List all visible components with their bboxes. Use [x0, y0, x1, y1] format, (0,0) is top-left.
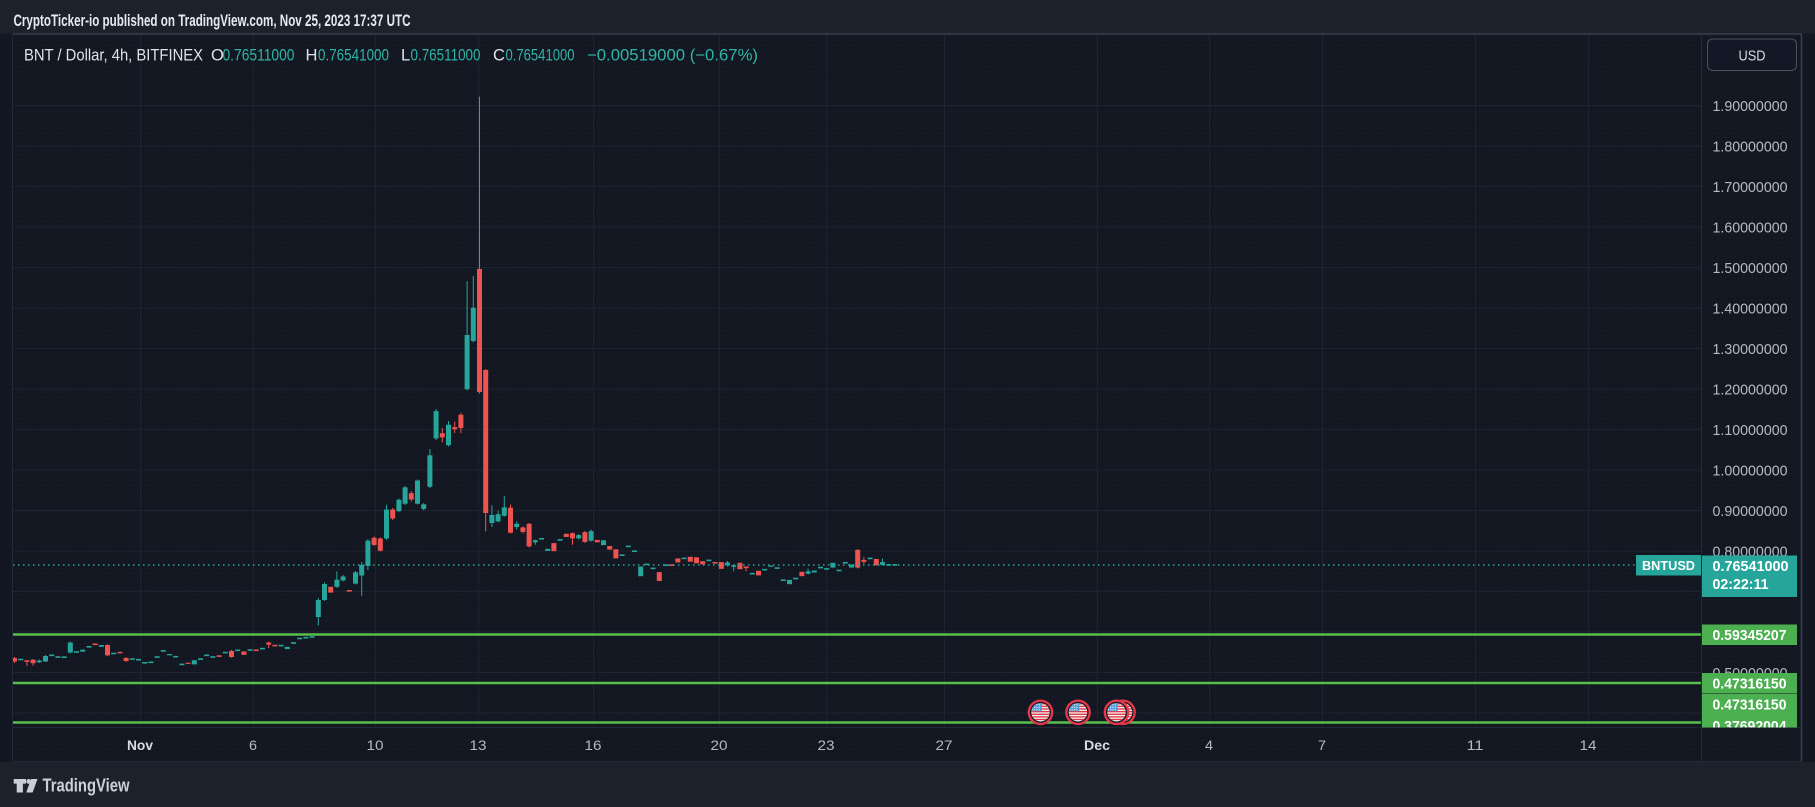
- svg-text:1.30000000: 1.30000000: [1713, 341, 1788, 358]
- svg-text:4: 4: [1205, 737, 1213, 753]
- svg-text:23: 23: [818, 737, 835, 753]
- svg-text:1.60000000: 1.60000000: [1713, 220, 1788, 237]
- svg-text:USD: USD: [1739, 49, 1766, 65]
- svg-text:1.10000000: 1.10000000: [1713, 422, 1788, 439]
- svg-text:1.20000000: 1.20000000: [1713, 382, 1788, 399]
- svg-text:1.90000000: 1.90000000: [1713, 98, 1788, 115]
- svg-text:CryptoTicker-io published on T: CryptoTicker-io published on TradingView…: [14, 11, 411, 30]
- svg-text:BNTUSD: BNTUSD: [1642, 558, 1695, 573]
- svg-text:14: 14: [1580, 737, 1597, 753]
- svg-text:02:22:11: 02:22:11: [1713, 576, 1769, 593]
- svg-text:16: 16: [585, 737, 602, 753]
- svg-text:27: 27: [936, 737, 953, 753]
- svg-text:TradingView: TradingView: [43, 776, 131, 796]
- svg-text:10: 10: [367, 737, 384, 753]
- svg-text:1.40000000: 1.40000000: [1713, 301, 1788, 318]
- svg-text:Dec: Dec: [1084, 737, 1110, 753]
- svg-text:13: 13: [470, 737, 487, 753]
- svg-text:1.50000000: 1.50000000: [1713, 260, 1788, 277]
- svg-text:11: 11: [1467, 737, 1484, 753]
- svg-text:0.76541000: 0.76541000: [1713, 558, 1789, 575]
- svg-text:0.47316150: 0.47316150: [1713, 696, 1787, 713]
- svg-text:1.70000000: 1.70000000: [1713, 179, 1788, 196]
- svg-text:0.90000000: 0.90000000: [1713, 503, 1788, 520]
- svg-text:0.37692004: 0.37692004: [1713, 718, 1788, 735]
- svg-text:0.47316150: 0.47316150: [1713, 675, 1787, 692]
- svg-text:7: 7: [1318, 737, 1326, 753]
- svg-text:6: 6: [249, 737, 257, 753]
- svg-text:1.00000000: 1.00000000: [1713, 463, 1788, 480]
- svg-text:0.59345207: 0.59345207: [1713, 627, 1787, 644]
- svg-text:1.80000000: 1.80000000: [1713, 139, 1788, 156]
- svg-text:20: 20: [711, 737, 728, 753]
- svg-text:Nov: Nov: [127, 737, 153, 753]
